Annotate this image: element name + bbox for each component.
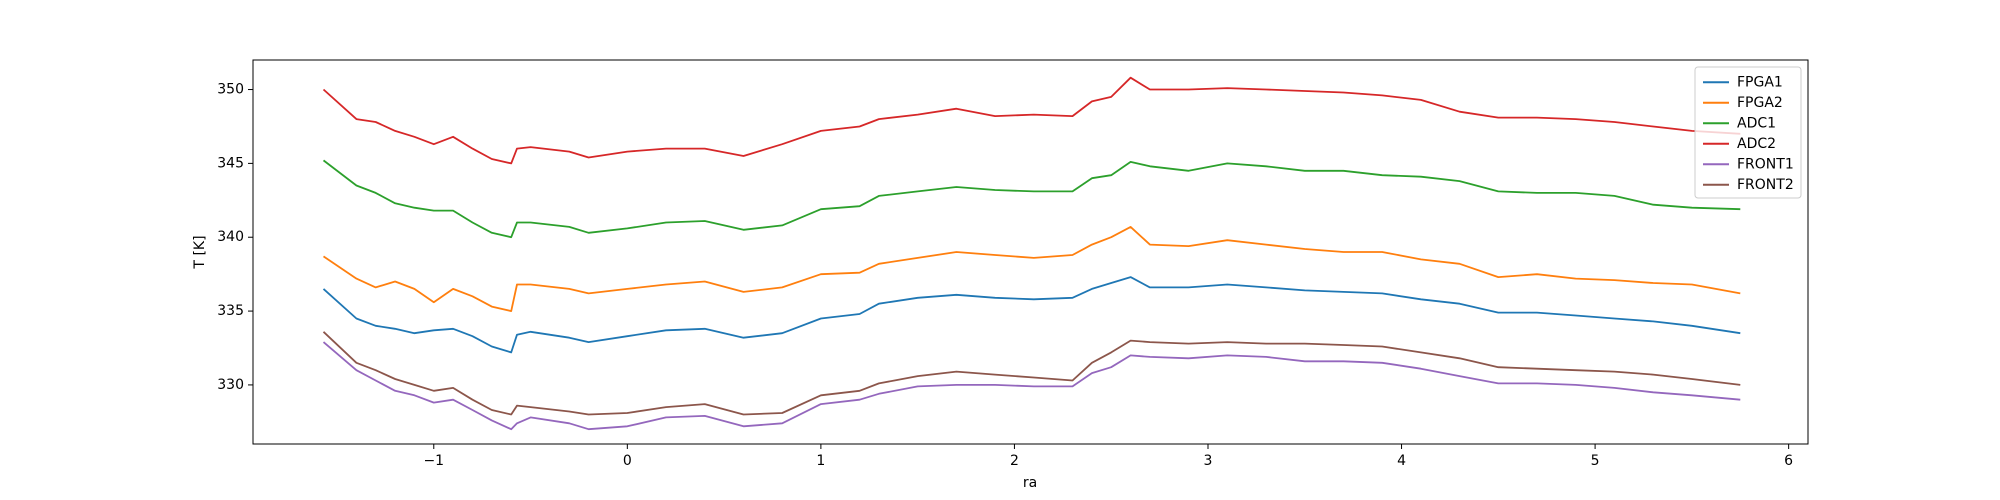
y-tick-label: 345 <box>217 155 244 171</box>
legend-label: FPGA1 <box>1737 74 1783 90</box>
y-tick-label: 350 <box>217 82 244 98</box>
y-tick-label: 340 <box>217 229 244 245</box>
data-line <box>322 76 1741 165</box>
legend-label: ADC2 <box>1737 136 1776 152</box>
x-tick-label: −1 <box>423 453 444 469</box>
legend-label: ADC1 <box>1737 115 1776 131</box>
legend-label: FRONT2 <box>1737 177 1794 193</box>
data-line <box>322 276 1741 354</box>
x-axis-label: ra <box>1023 475 1037 491</box>
legend-label: FPGA2 <box>1737 95 1783 111</box>
x-tick-label: 0 <box>623 453 632 469</box>
y-tick-label: 330 <box>217 377 244 393</box>
x-tick-label: 2 <box>1010 453 1019 469</box>
plot-frame <box>252 59 1809 445</box>
x-tick-label: 3 <box>1204 453 1213 469</box>
y-tick-label: 335 <box>217 303 244 319</box>
data-line <box>322 159 1741 239</box>
x-tick-label: 6 <box>1784 453 1793 469</box>
x-tick-label: 1 <box>816 453 825 469</box>
legend-label: FRONT1 <box>1737 156 1794 172</box>
data-line <box>322 331 1741 416</box>
x-tick-label: 5 <box>1591 453 1600 469</box>
x-tick-label: 4 <box>1397 453 1406 469</box>
y-axis-label: T [K] <box>192 235 208 269</box>
data-line <box>322 226 1741 312</box>
data-line <box>322 341 1741 431</box>
